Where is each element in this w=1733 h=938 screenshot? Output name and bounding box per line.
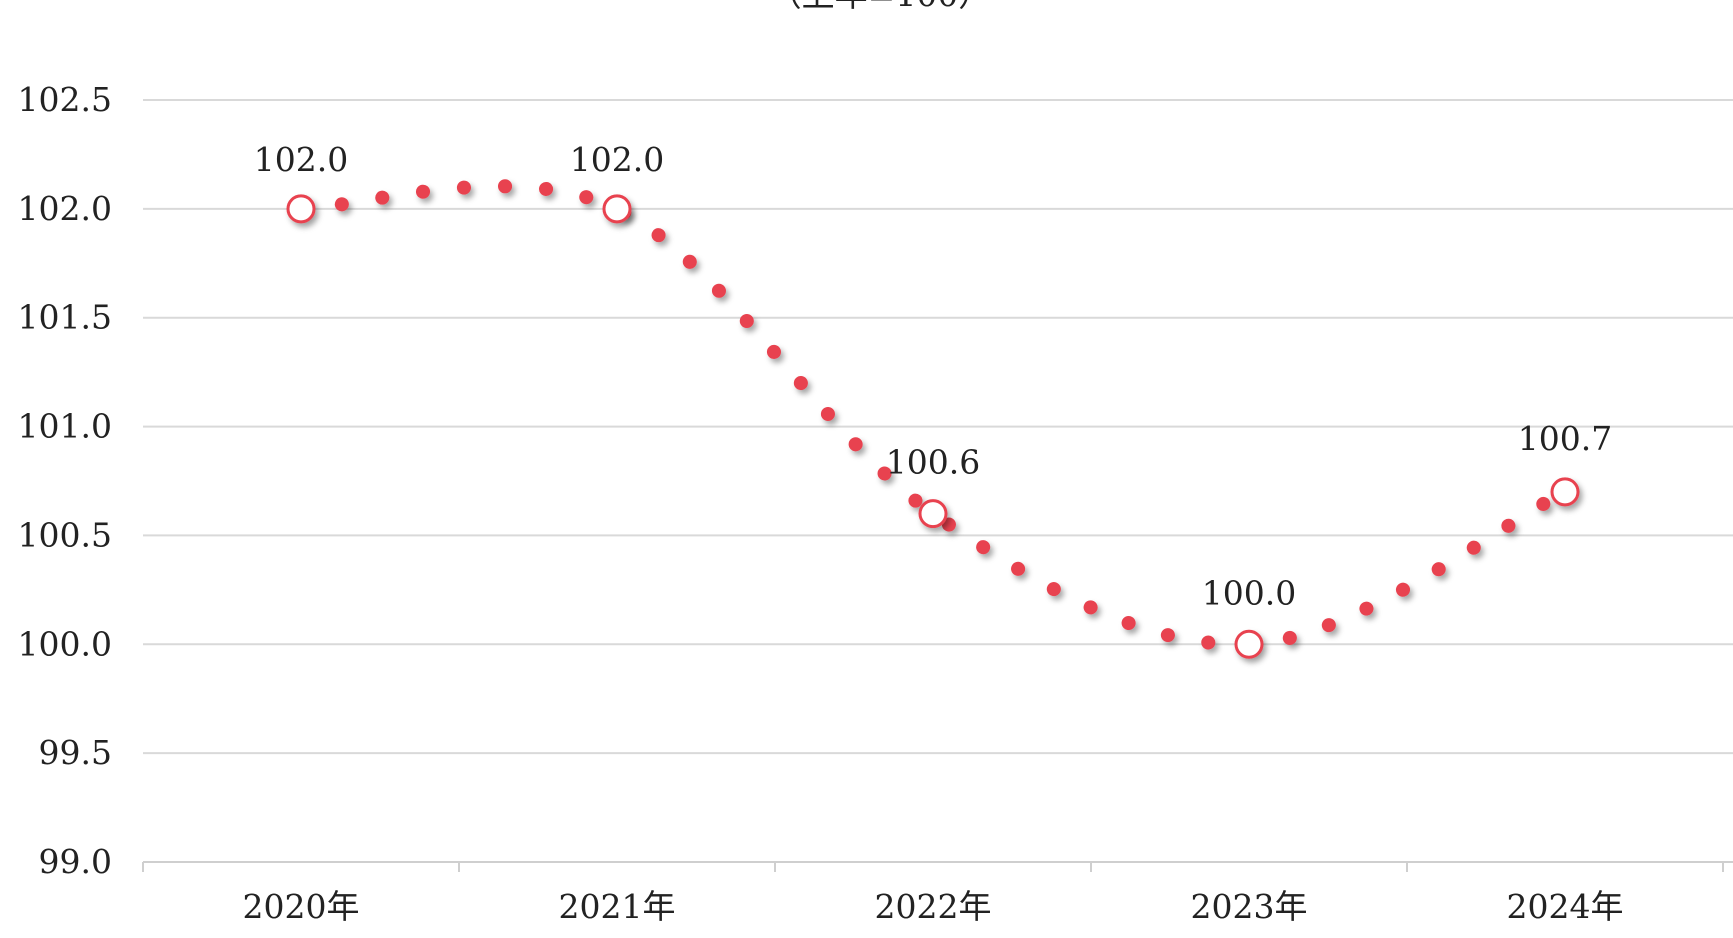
y-tick-label: 99.0	[39, 842, 112, 881]
y-axis: 99.0 99.5 100.0 100.5 101.0 101.5 102.0 102.5	[18, 80, 112, 881]
x-tick-label: 2022年	[875, 887, 992, 926]
x-axis: 2020年 2021年 2022年 2023年 2024年	[142, 861, 1733, 926]
data-point	[602, 194, 632, 224]
data-label: 102.0	[570, 140, 664, 179]
data-point	[918, 499, 948, 529]
data-label: 100.6	[886, 443, 980, 482]
series-path	[294, 179, 1572, 652]
y-tick-label: 99.5	[39, 733, 112, 772]
data-point	[1234, 629, 1264, 659]
data-labels: 102.0 102.0 100.6 100.0 100.7	[254, 140, 1612, 612]
x-tick-label: 2021年	[559, 887, 676, 926]
y-tick-label: 102.5	[18, 80, 112, 119]
chart-subtitle: （上年=100）	[769, 0, 992, 14]
x-tick-label: 2023年	[1191, 887, 1308, 926]
data-markers	[286, 194, 1580, 659]
y-tick-label: 101.0	[18, 407, 112, 446]
data-point	[1550, 477, 1580, 507]
data-point	[286, 194, 316, 224]
x-tick-label: 2024年	[1507, 887, 1624, 926]
y-tick-label: 100.5	[18, 515, 112, 554]
y-tick-label: 102.0	[18, 189, 112, 228]
data-label: 100.7	[1518, 419, 1612, 458]
gridlines	[143, 99, 1733, 755]
x-tick-label: 2020年	[243, 887, 360, 926]
data-label: 102.0	[254, 140, 348, 179]
y-tick-label: 100.0	[18, 624, 112, 663]
series-line	[294, 179, 1572, 652]
data-label: 100.0	[1202, 573, 1296, 612]
y-tick-label: 101.5	[18, 298, 112, 337]
